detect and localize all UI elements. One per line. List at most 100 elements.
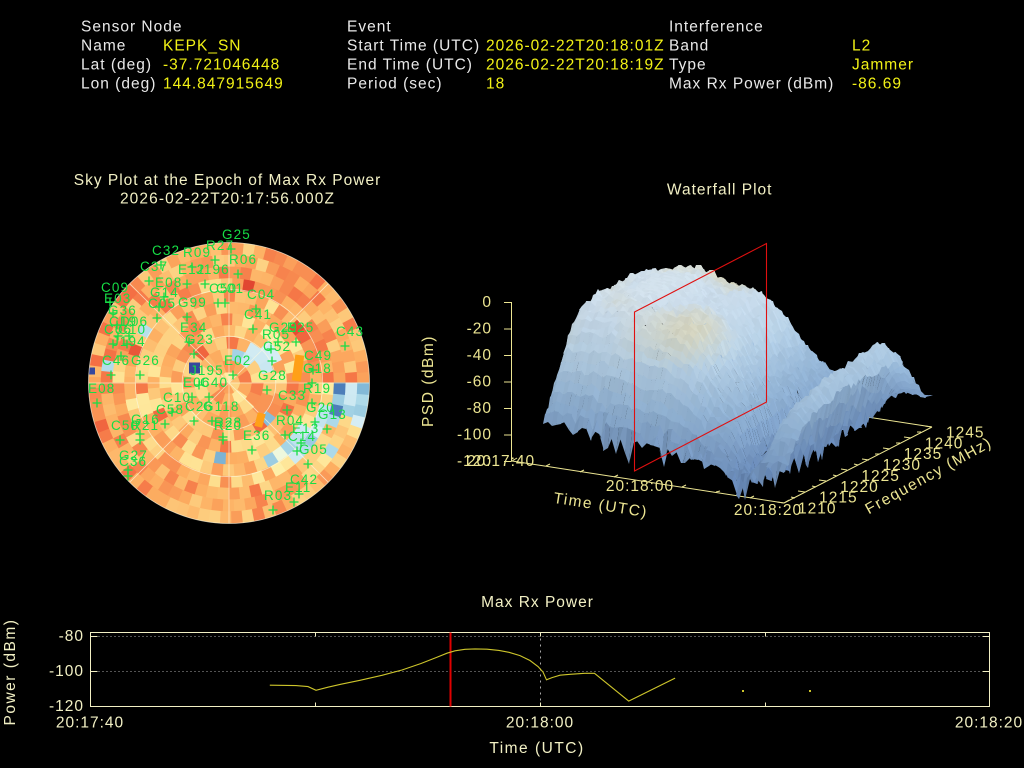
svg-text:G18: G18 (303, 361, 332, 376)
svg-text:Max Rx Power (dBm): Max Rx Power (dBm) (669, 76, 834, 93)
svg-text:R20: R20 (214, 418, 242, 433)
svg-text:Type: Type (669, 57, 707, 74)
svg-text:1225: 1225 (861, 468, 899, 485)
svg-text:G99: G99 (178, 295, 207, 310)
svg-text:Sensor Node: Sensor Node (81, 19, 182, 36)
svg-text:Period (sec): Period (sec) (347, 76, 443, 93)
svg-text:G16: G16 (131, 412, 160, 427)
svg-text:20:17:40: 20:17:40 (56, 715, 124, 732)
svg-text:E34: E34 (180, 320, 207, 335)
svg-text:2026-02-22T20:17:56.000Z: 2026-02-22T20:17:56.000Z (120, 191, 335, 208)
svg-text:144.847915649: 144.847915649 (163, 76, 284, 93)
svg-text:1210: 1210 (798, 501, 836, 518)
svg-text:C37: C37 (140, 259, 168, 274)
svg-text:C04: C04 (247, 287, 275, 302)
svg-text:E08: E08 (88, 381, 115, 396)
svg-text:1215: 1215 (819, 490, 857, 507)
svg-text:E12: E12 (178, 262, 205, 277)
svg-text:C36: C36 (119, 454, 147, 469)
svg-text:2026-02-22T20:18:01Z: 2026-02-22T20:18:01Z (486, 38, 665, 55)
svg-text:E06: E06 (183, 375, 210, 390)
svg-text:Sky Plot at the Epoch of Max R: Sky Plot at the Epoch of Max Rx Power (74, 172, 382, 189)
svg-text:C33: C33 (278, 388, 306, 403)
svg-text:L2: L2 (852, 38, 871, 55)
svg-text:C05: C05 (148, 296, 176, 311)
svg-text:-86.69: -86.69 (852, 76, 902, 93)
svg-text:C43: C43 (336, 324, 364, 339)
svg-text:G28: G28 (258, 368, 287, 383)
svg-text:-100: -100 (49, 663, 84, 680)
svg-text:C14: C14 (288, 429, 316, 444)
svg-text:Name: Name (81, 38, 126, 55)
svg-text:-20: -20 (467, 321, 492, 338)
svg-text:R03: R03 (264, 488, 292, 503)
svg-text:E36: E36 (243, 428, 270, 443)
svg-text:C42: C42 (290, 472, 318, 487)
svg-text:C41: C41 (244, 307, 272, 322)
svg-text:1235: 1235 (904, 446, 942, 463)
svg-text:Jammer: Jammer (852, 57, 914, 74)
svg-text:-100: -100 (457, 427, 492, 444)
svg-text:G20: G20 (306, 400, 335, 415)
svg-text:KEPK_SN: KEPK_SN (163, 38, 242, 55)
svg-text:E25: E25 (287, 320, 314, 335)
svg-text:Band: Band (669, 38, 709, 55)
svg-text:R06: R06 (229, 252, 257, 267)
svg-text:R09: R09 (183, 245, 211, 260)
svg-text:G13: G13 (318, 407, 347, 422)
svg-text:Start Time (UTC): Start Time (UTC) (347, 38, 480, 55)
svg-text:G27: G27 (119, 448, 148, 463)
svg-text:R21: R21 (131, 418, 159, 433)
svg-text:C50: C50 (209, 281, 237, 296)
svg-text:Waterfall Plot: Waterfall Plot (667, 182, 773, 199)
svg-text:Max Rx Power: Max Rx Power (481, 594, 594, 611)
svg-text:C40: C40 (200, 375, 228, 390)
svg-text:0: 0 (482, 294, 492, 311)
svg-text:C49: C49 (304, 348, 332, 363)
svg-text:G05: G05 (299, 442, 328, 457)
svg-text:Lat (deg): Lat (deg) (81, 57, 152, 74)
svg-text:G25: G25 (222, 227, 251, 242)
svg-text:R05: R05 (262, 327, 290, 342)
svg-text:20:18:20: 20:18:20 (734, 502, 802, 519)
svg-text:R27: R27 (206, 238, 234, 253)
svg-text:J196: J196 (196, 262, 230, 277)
svg-text:E13: E13 (292, 421, 319, 436)
svg-text:Time (UTC): Time (UTC) (489, 740, 584, 757)
svg-text:C46: C46 (102, 353, 130, 368)
svg-text:1245: 1245 (946, 425, 984, 442)
svg-text:1240: 1240 (925, 435, 963, 452)
svg-text:20:17:40: 20:17:40 (467, 453, 535, 470)
svg-text:G29: G29 (269, 320, 298, 335)
svg-text:-80: -80 (467, 400, 492, 417)
svg-text:20:18:20: 20:18:20 (955, 715, 1023, 732)
svg-text:C10: C10 (163, 390, 191, 405)
svg-text:-120: -120 (457, 453, 492, 470)
svg-text:Event: Event (347, 19, 392, 36)
svg-text:G118: G118 (203, 399, 239, 414)
svg-text:C10: C10 (118, 322, 146, 337)
svg-text:Interference: Interference (669, 19, 764, 36)
svg-text:-37.721046448: -37.721046448 (163, 57, 280, 74)
svg-text:1230: 1230 (883, 457, 921, 474)
svg-text:E02: E02 (224, 353, 251, 368)
svg-text:E11: E11 (285, 480, 311, 495)
svg-text:R04: R04 (276, 413, 304, 428)
svg-text:18: 18 (486, 76, 505, 93)
svg-text:-120: -120 (49, 698, 84, 715)
svg-text:Power (dBm): Power (dBm) (2, 619, 19, 726)
svg-text:20:18:00: 20:18:00 (606, 478, 674, 495)
svg-text:G36: G36 (108, 303, 137, 318)
svg-text:-60: -60 (467, 374, 492, 391)
svg-text:Lon (deg): Lon (deg) (81, 76, 156, 93)
svg-text:G23: G23 (185, 332, 214, 347)
svg-text:C58: C58 (156, 402, 184, 417)
svg-text:C32: C32 (152, 243, 180, 258)
svg-text:R28: R28 (214, 415, 242, 430)
svg-text:C01: C01 (216, 281, 244, 296)
svg-text:D06: D06 (120, 314, 148, 329)
svg-text:G26: G26 (131, 353, 160, 368)
svg-text:2026-02-22T20:18:19Z: 2026-02-22T20:18:19Z (486, 57, 665, 74)
svg-text:C26: C26 (185, 399, 213, 414)
svg-text:PSD (dBm): PSD (dBm) (420, 335, 437, 427)
